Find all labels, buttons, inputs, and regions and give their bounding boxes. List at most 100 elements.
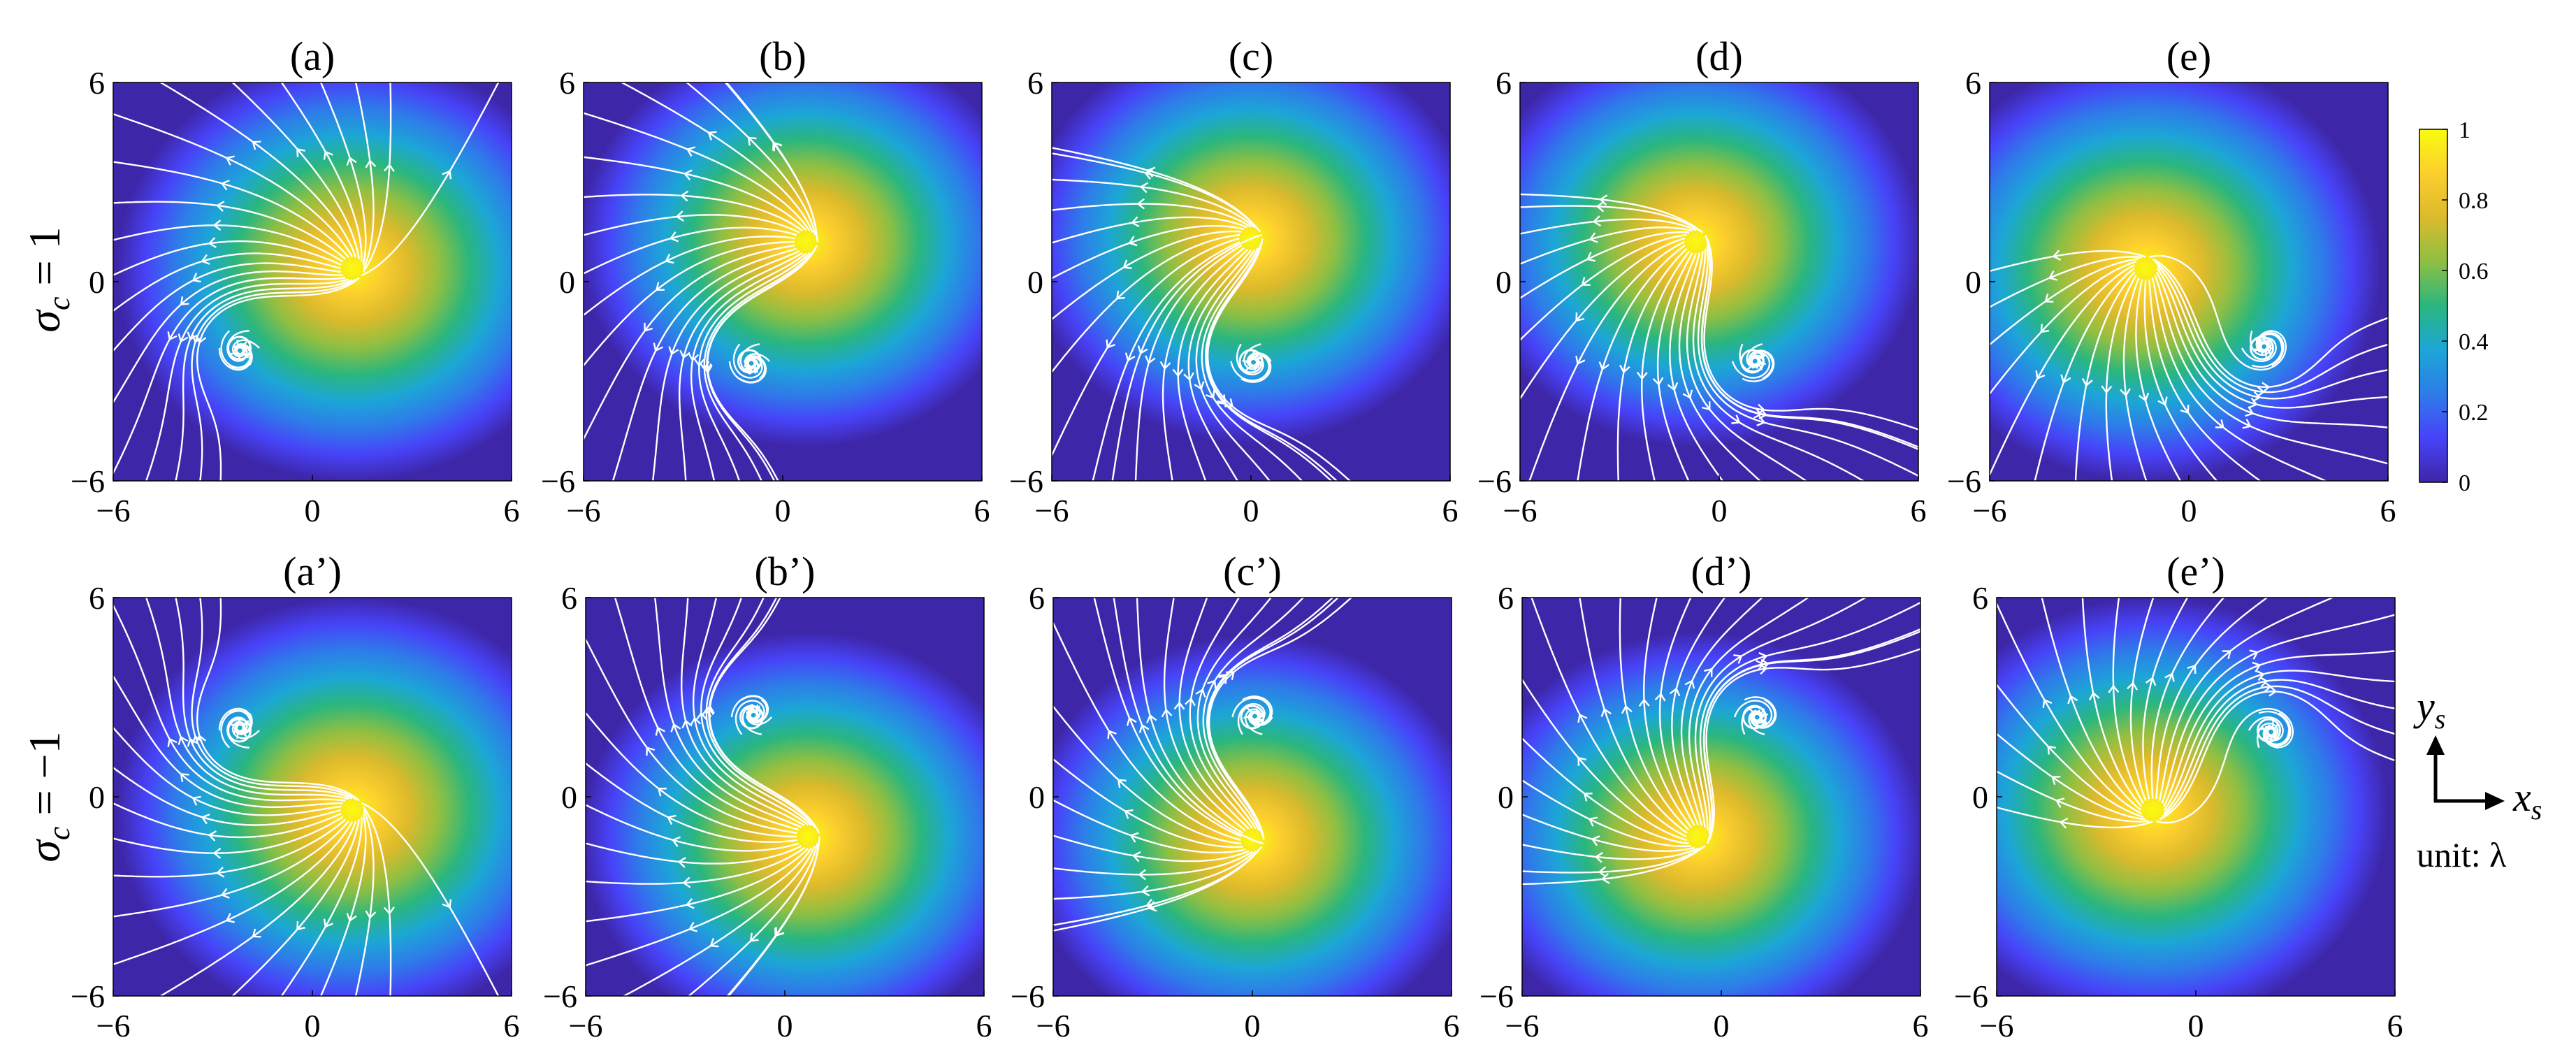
streamline (1528, 240, 1685, 481)
streamline (361, 82, 500, 276)
colorbar-tick-label: 0.4 (2459, 329, 2489, 355)
stream-arrow (1139, 182, 1149, 194)
stream-arrow (1733, 654, 1743, 664)
stream-arrow (2215, 419, 2224, 428)
streamline (1990, 263, 2135, 477)
y-tick-label: 6 (561, 580, 577, 616)
streamline (1997, 732, 2146, 821)
streamline (681, 598, 805, 827)
streamline (113, 821, 349, 918)
stream-arrow (1146, 714, 1157, 723)
stream-arrow (1589, 232, 1598, 243)
streamline (584, 156, 807, 231)
stream-arrow (1132, 851, 1141, 862)
streamline (1702, 628, 1920, 844)
streamline (354, 809, 375, 996)
stream-arrow (683, 169, 693, 180)
streamline (1520, 237, 1686, 400)
stream-arrow (1218, 673, 1228, 683)
y-tick-label: 6 (1972, 580, 1988, 616)
streamline (2081, 598, 2143, 807)
stream-arrow (1753, 407, 1763, 419)
streamline (113, 240, 342, 276)
stream-arrow (178, 735, 189, 745)
streamlines (1522, 598, 1920, 886)
streamline (622, 845, 816, 996)
streamline (1619, 598, 1690, 831)
streamline (584, 226, 797, 275)
stream-arrow (1148, 901, 1157, 912)
stream-arrow (1669, 687, 1681, 697)
stream-arrow (1621, 705, 1633, 714)
stream-arrow (1581, 277, 1591, 286)
streamline (1522, 846, 1702, 874)
stream-arrow (709, 937, 719, 948)
panel-7: (b’) −6 0 6 −6 0 6 (543, 549, 992, 1044)
streamline (2129, 598, 2155, 802)
stream-arrow (252, 928, 261, 938)
stream-arrow (1756, 415, 1766, 426)
stream-arrow (208, 830, 217, 842)
streamline (1053, 799, 1246, 853)
stream-arrow (2145, 677, 2157, 686)
stream-arrow (749, 932, 759, 942)
y-tick-label: 0 (561, 779, 577, 815)
streamline (362, 806, 392, 996)
stream-arrow (1128, 236, 1138, 247)
y-tick-label: −6 (1954, 979, 1988, 1014)
stream-arrow (1601, 872, 1610, 884)
streamline (1052, 233, 1240, 374)
streamline (113, 270, 343, 404)
panel-title: (d) (1695, 34, 1743, 79)
streamline (586, 804, 799, 852)
streamline (1688, 598, 1810, 828)
panel-title: (b) (759, 34, 806, 79)
y-tick-label: 6 (1496, 65, 1512, 101)
stream-arrow (1756, 660, 1765, 671)
y-tick-label: −6 (1477, 463, 1512, 499)
stream-arrow (2067, 695, 2078, 705)
streamline (1678, 252, 1762, 481)
streamline (1187, 250, 1252, 481)
stream-arrow (191, 795, 201, 806)
y-tick-label: 0 (89, 264, 105, 300)
stream-arrow (1575, 312, 1584, 322)
stream-arrow (1172, 368, 1184, 377)
streamline (1093, 598, 1242, 837)
stream-arrow (744, 707, 753, 719)
colorbar-tick-label: 0.2 (2459, 400, 2489, 426)
streamline (2156, 271, 2388, 428)
streamline (113, 161, 349, 258)
x-tick-label: 6 (1442, 493, 1459, 528)
stream-arrow (1654, 693, 1666, 702)
stream-arrow (384, 907, 395, 916)
stream-arrow (241, 347, 251, 356)
streamline (362, 82, 392, 273)
stream-arrow (323, 918, 333, 928)
streamline (191, 278, 356, 481)
streamline (1163, 598, 1246, 832)
streamline (145, 278, 349, 481)
stream-arrow (252, 140, 261, 150)
streamline (196, 598, 360, 802)
stream-arrow (212, 847, 222, 859)
x-tick-label: −6 (96, 1008, 131, 1044)
streamline (1990, 261, 2137, 396)
streamline (113, 224, 344, 263)
stream-arrow (2059, 817, 2069, 829)
intensity-peak (1522, 631, 1920, 996)
streamline (1522, 779, 1692, 847)
streamline (2155, 598, 2269, 800)
streamline (1520, 231, 1690, 299)
stream-arrow (653, 342, 663, 352)
streamline (2163, 679, 2395, 814)
x-tick-label: 6 (1913, 1008, 1929, 1044)
y-tick-label: 0 (1496, 264, 1512, 300)
streamline (2159, 691, 2395, 821)
streamline (1053, 846, 1263, 932)
x-tick-label: 6 (976, 1008, 992, 1044)
vortex-core (227, 718, 252, 743)
streamline (1577, 245, 1686, 481)
colorbar: 1 0.8 0.6 0.4 0.2 0 (2419, 117, 2489, 496)
x-tick-label: −6 (1503, 493, 1537, 528)
